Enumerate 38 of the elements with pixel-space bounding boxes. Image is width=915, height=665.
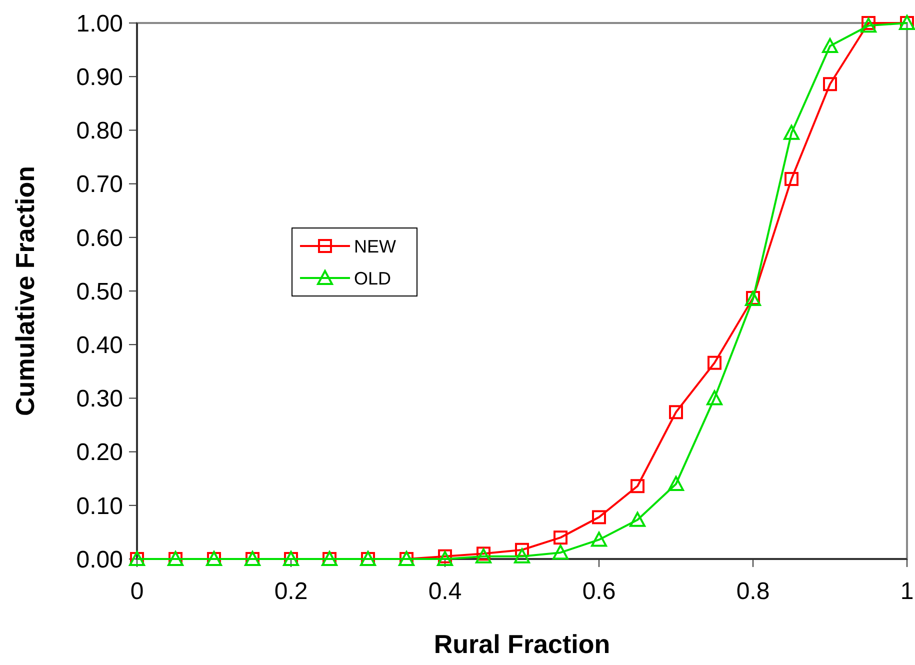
point (784, 124, 800, 140)
point (669, 405, 683, 420)
point (668, 476, 684, 491)
y-tick-label: 1.00 (76, 10, 123, 38)
y-tick-label: 0.70 (76, 171, 123, 198)
point (552, 544, 568, 560)
point (437, 551, 453, 566)
point (591, 532, 607, 547)
x-tick-label: 0.6 (582, 578, 616, 605)
y-axis-title: Cumulative Fraction (10, 166, 40, 416)
y-tick-label: 0.40 (76, 332, 123, 359)
point (514, 548, 530, 564)
point (630, 512, 646, 527)
point (784, 172, 798, 186)
point (860, 18, 876, 33)
y-tick-label: 0.10 (76, 492, 123, 520)
legend-label: OLD (354, 268, 392, 288)
y-tick-label: 0.80 (76, 118, 123, 145)
point (706, 390, 722, 406)
x-tick-label: 0 (130, 578, 144, 605)
x-tick-label: 0.2 (274, 578, 308, 605)
point (708, 356, 722, 370)
x-tick-label: 1 (900, 578, 914, 605)
legend-label: NEW (354, 236, 396, 256)
y-tick-label: 0.90 (76, 64, 123, 91)
y-tick-label: 0.20 (76, 439, 123, 466)
point (822, 38, 838, 54)
y-tick-label: 0.50 (76, 278, 123, 306)
point (630, 479, 644, 494)
y-tick-label: 0.30 (76, 386, 123, 413)
x-tick-label: 0.4 (428, 578, 462, 605)
point (554, 530, 568, 545)
y-tick-label: 0.00 (76, 546, 123, 574)
point (823, 77, 837, 92)
x-tick-label: 0.8 (736, 578, 770, 605)
x-axis-title: Rural Fraction (434, 629, 610, 659)
point (592, 510, 606, 524)
y-tick-label: 0.60 (76, 224, 123, 252)
